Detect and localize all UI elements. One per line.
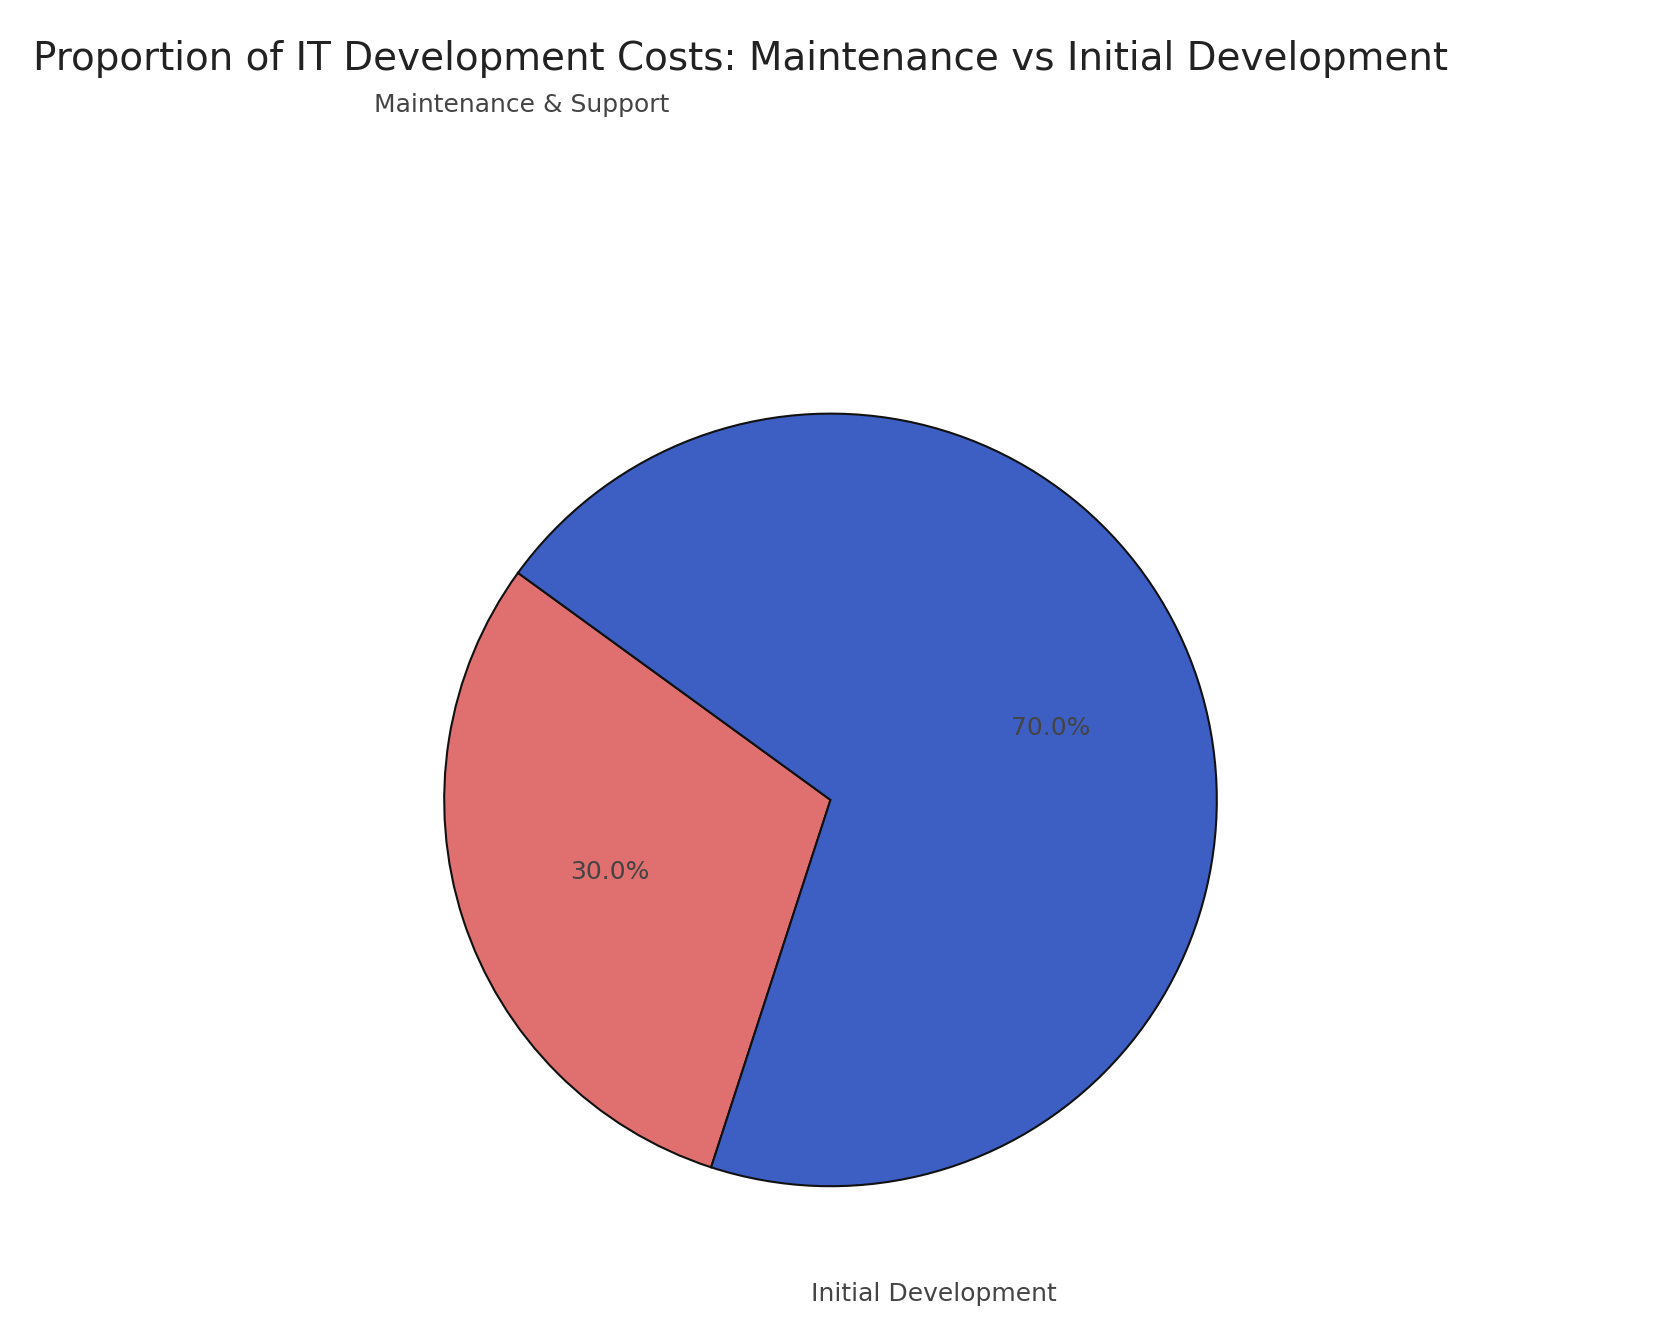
Text: 70.0%: 70.0% — [1012, 717, 1091, 740]
Text: Maintenance & Support: Maintenance & Support — [374, 93, 669, 116]
Text: Proportion of IT Development Costs: Maintenance vs Initial Development: Proportion of IT Development Costs: Main… — [33, 40, 1448, 78]
Text: Initial Development: Initial Development — [811, 1282, 1056, 1306]
Text: 30.0%: 30.0% — [570, 859, 649, 883]
Wedge shape — [443, 572, 830, 1167]
Wedge shape — [518, 414, 1218, 1186]
